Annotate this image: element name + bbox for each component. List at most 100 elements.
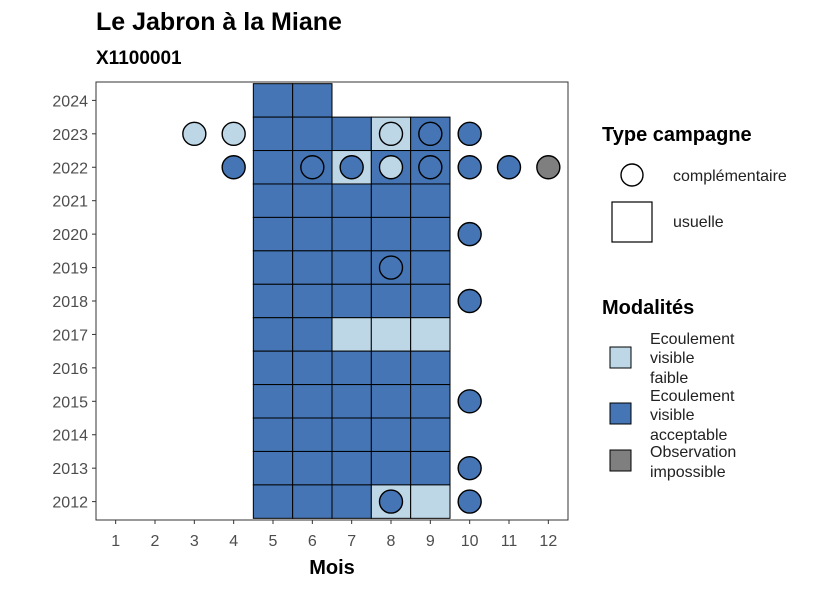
- legend-type: Type campagne complémentaire usuelle: [602, 124, 787, 243]
- y-tick-label-2019: 2019: [52, 261, 88, 278]
- y-tick-label-2024: 2024: [52, 93, 88, 110]
- y-tick-label-2021: 2021: [52, 194, 88, 211]
- tile-2018-7: [331, 283, 372, 319]
- tile-2020-6: [292, 216, 333, 252]
- tile-2015-5: [252, 384, 294, 419]
- x-tick-label-5: 5: [269, 533, 278, 550]
- point-2012-8: [378, 489, 404, 514]
- point-2012-10: [457, 489, 482, 514]
- tiles-layer: [252, 83, 451, 519]
- x-tick-label-3: 3: [190, 533, 199, 550]
- legend-modalites: Modalités Ecoulement visible faible Ecou…: [602, 297, 741, 481]
- legend-faible-label: Ecoulement visible faible: [650, 331, 739, 387]
- tile-2021-7: [331, 183, 372, 218]
- x-tick-label-1: 1: [111, 533, 120, 550]
- tile-2017-5: [252, 317, 294, 352]
- tile-2018-9: [410, 283, 451, 319]
- point-2022-12: [536, 155, 561, 180]
- legend-faible-line-1: Ecoulement: [650, 331, 735, 348]
- tile-2018-5: [252, 283, 294, 319]
- y-tick-label-2013: 2013: [52, 461, 88, 478]
- point-2019-8: [378, 255, 404, 280]
- tile-2012-5: [252, 484, 294, 519]
- x-axis-label: Mois: [309, 557, 355, 579]
- axes-layer: 1 2 3 4 5 6 7 8 9 10 11 122012201320142015201620172…: [52, 93, 557, 550]
- legend-acceptable-line-3: acceptable: [650, 427, 727, 444]
- tile-2012-7: [331, 484, 372, 519]
- legend-acceptable-label: Ecoulement visible acceptable: [650, 388, 739, 444]
- tile-2015-7: [331, 384, 372, 419]
- tile-2016-7: [331, 350, 372, 386]
- tile-2021-5: [252, 183, 294, 218]
- x-tick-label-12: 12: [539, 533, 557, 550]
- tile-2017-8: [370, 317, 412, 352]
- legend-swatch-faible: [609, 346, 632, 369]
- tile-2013-8: [370, 450, 412, 486]
- tile-2012-6: [292, 484, 333, 519]
- tile-2016-5: [252, 350, 294, 386]
- tile-2013-9: [410, 450, 451, 486]
- tile-2020-7: [331, 216, 372, 252]
- legend-swatch-acceptable: [609, 402, 632, 425]
- point-2022-10: [457, 155, 482, 180]
- tile-2015-9: [410, 384, 451, 419]
- point-2020-10: [457, 221, 482, 247]
- x-tick-label-6: 6: [308, 533, 317, 550]
- tile-2014-6: [292, 417, 333, 452]
- y-tick-label-2020: 2020: [52, 227, 88, 244]
- tile-2024-5: [252, 83, 294, 118]
- points-layer: [182, 121, 561, 514]
- legend-impossible-line-1: Observation: [650, 444, 736, 461]
- y-tick-label-2012: 2012: [52, 495, 88, 512]
- tile-2017-9: [410, 317, 451, 352]
- tile-2016-8: [370, 350, 412, 386]
- legend-impossible-line-2: impossible: [650, 464, 726, 481]
- point-2022-9: [418, 155, 443, 180]
- legend-type-title: Type campagne: [602, 124, 752, 146]
- y-tick-label-2018: 2018: [52, 294, 88, 311]
- y-tick-label-2023: 2023: [52, 127, 88, 144]
- tile-2018-6: [292, 283, 333, 319]
- point-2022-8: [378, 155, 404, 180]
- point-2018-10: [457, 288, 482, 314]
- legend-acceptable-line-1: Ecoulement: [650, 388, 735, 405]
- tile-2021-9: [410, 183, 451, 218]
- tile-2016-9: [410, 350, 451, 386]
- chart-title: Le Jabron à la Miane: [96, 8, 342, 36]
- tile-2023-6: [292, 116, 333, 152]
- legend-swatch-impossible: [609, 449, 632, 472]
- tile-2017-7: [331, 317, 372, 352]
- point-2023-3: [182, 121, 207, 147]
- tile-2013-7: [331, 450, 372, 486]
- y-tick-label-2016: 2016: [52, 361, 88, 378]
- tile-2021-6: [292, 183, 333, 218]
- tile-2014-8: [370, 417, 412, 452]
- point-2023-10: [457, 121, 482, 147]
- point-2015-10: [457, 389, 482, 414]
- tile-2019-9: [410, 250, 451, 285]
- point-2022-7: [339, 155, 364, 180]
- x-tick-label-4: 4: [229, 533, 238, 550]
- point-2022-6: [300, 155, 325, 180]
- x-tick-label-8: 8: [387, 533, 396, 550]
- point-2023-4: [221, 121, 246, 147]
- point-2023-8: [378, 121, 404, 147]
- tile-2020-5: [252, 216, 294, 252]
- legend-impossible-label: Observation impossible: [650, 444, 741, 481]
- tile-2013-5: [252, 450, 294, 486]
- tile-2019-5: [252, 250, 294, 285]
- x-tick-label-2: 2: [151, 533, 160, 550]
- legend-circle-key: [620, 163, 644, 187]
- legend-acceptable-line-2: visible: [650, 407, 695, 424]
- tile-2012-9: [410, 484, 451, 519]
- point-2022-11: [496, 155, 522, 180]
- tile-2015-8: [370, 384, 412, 419]
- legend-modalites-title: Modalités: [602, 297, 694, 319]
- tile-2019-7: [331, 250, 372, 285]
- tile-2023-7: [331, 116, 372, 152]
- y-tick-label-2017: 2017: [52, 327, 88, 344]
- tile-2014-9: [410, 417, 451, 452]
- tile-2017-6: [292, 317, 333, 352]
